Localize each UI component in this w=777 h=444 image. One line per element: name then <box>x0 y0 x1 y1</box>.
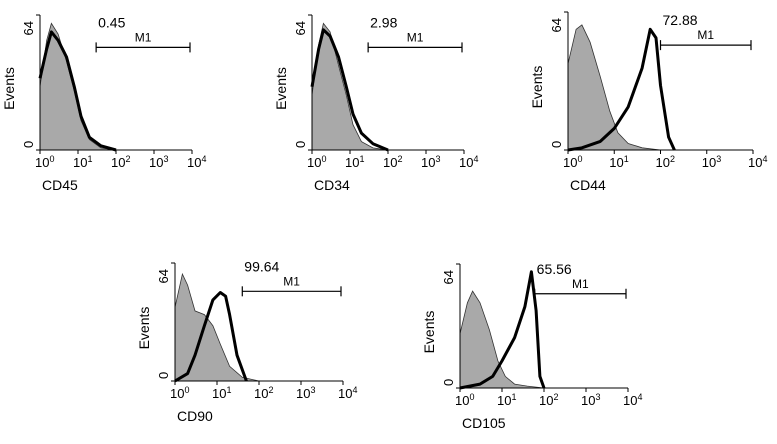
x-tick-label: 103 <box>581 392 600 408</box>
x-tick-label: 101 <box>609 154 628 170</box>
x-tick-label: 103 <box>421 154 440 170</box>
x-tick-exponent: 0 <box>321 154 326 164</box>
x-tick-exponent: 4 <box>201 154 206 164</box>
y-tick-label: 0 <box>156 372 171 379</box>
isotype-control-histogram <box>567 24 661 151</box>
positive-percent-label: 72.88 <box>663 12 698 28</box>
x-tick-label: 100 <box>35 154 54 170</box>
x-tick-label: 101 <box>497 392 516 408</box>
x-tick-exponent: 3 <box>716 154 721 164</box>
marker-histogram-outline <box>310 28 389 152</box>
marker-axis-label: CD34 <box>314 177 350 193</box>
x-tick-exponent: 2 <box>553 392 558 402</box>
x-tick-exponent: 4 <box>637 392 642 402</box>
x-tick-exponent: 4 <box>352 385 357 395</box>
y-tick-label: 0 <box>441 379 456 386</box>
x-tick-label: 100 <box>563 154 582 170</box>
x-tick-label: 100 <box>455 392 474 408</box>
y-axis-label: Events <box>529 66 545 109</box>
x-tick-label: 103 <box>296 385 315 401</box>
y-tick-label: 0 <box>549 141 564 148</box>
marker-histogram-outline <box>567 27 676 152</box>
x-tick-label: 101 <box>345 154 364 170</box>
x-tick-exponent: 0 <box>184 385 189 395</box>
marker-histogram-outline <box>459 270 546 390</box>
x-tick-exponent: 4 <box>473 154 478 164</box>
y-tick-label: 64 <box>156 269 171 283</box>
x-tick-exponent: 2 <box>397 154 402 164</box>
x-tick-label: 104 <box>748 154 767 170</box>
marker-axis-label: CD44 <box>570 177 606 193</box>
x-tick-label: 102 <box>111 154 130 170</box>
marker-histogram-outline <box>38 30 117 152</box>
x-tick-exponent: 2 <box>268 385 273 395</box>
x-tick-label: 101 <box>73 154 92 170</box>
x-tick-label: 103 <box>149 154 168 170</box>
x-tick-label: 101 <box>212 385 231 401</box>
isotype-control-histogram <box>39 22 117 151</box>
gate-m1-label: M1 <box>135 30 152 44</box>
x-tick-label: 102 <box>254 385 273 401</box>
y-tick-label: 64 <box>549 18 564 32</box>
positive-percent-label: 99.64 <box>244 258 279 274</box>
isotype-control-histogram <box>459 290 545 389</box>
x-tick-exponent: 2 <box>125 154 130 164</box>
x-tick-exponent: 1 <box>359 154 364 164</box>
y-tick-label: 64 <box>441 270 456 284</box>
x-tick-exponent: 1 <box>511 392 516 402</box>
y-tick-label: 0 <box>21 141 36 148</box>
isotype-control-histogram <box>311 22 389 151</box>
x-tick-exponent: 1 <box>87 154 92 164</box>
x-tick-exponent: 3 <box>310 385 315 395</box>
x-tick-label: 102 <box>656 154 675 170</box>
x-tick-label: 104 <box>187 154 206 170</box>
gate-m1-label: M1 <box>283 274 300 288</box>
x-tick-exponent: 3 <box>435 154 440 164</box>
y-tick-label: 64 <box>21 21 36 35</box>
marker-axis-label: CD45 <box>42 177 78 193</box>
x-tick-label: 104 <box>338 385 357 401</box>
x-tick-exponent: 0 <box>469 392 474 402</box>
x-tick-exponent: 2 <box>670 154 675 164</box>
x-tick-label: 102 <box>383 154 402 170</box>
y-axis-label: Events <box>136 307 152 350</box>
positive-percent-label: 2.98 <box>370 14 397 30</box>
x-tick-exponent: 3 <box>163 154 168 164</box>
x-tick-exponent: 1 <box>624 154 629 164</box>
gate-m1-label: M1 <box>572 277 589 291</box>
x-tick-label: 103 <box>702 154 721 170</box>
x-tick-label: 100 <box>307 154 326 170</box>
marker-axis-label: CD90 <box>177 408 213 424</box>
marker-histogram-outline <box>174 291 248 383</box>
y-axis-label: Events <box>1 67 17 110</box>
y-axis-label: Events <box>273 67 289 110</box>
gate-m1-label: M1 <box>697 28 714 42</box>
positive-percent-label: 65.56 <box>537 261 572 277</box>
x-tick-exponent: 0 <box>49 154 54 164</box>
isotype-control-histogram <box>174 272 260 382</box>
x-tick-exponent: 4 <box>762 154 767 164</box>
x-tick-exponent: 0 <box>577 154 582 164</box>
y-axis-label: Events <box>421 311 437 354</box>
x-tick-label: 104 <box>459 154 478 170</box>
marker-axis-label: CD105 <box>462 415 506 431</box>
x-tick-label: 100 <box>170 385 189 401</box>
x-tick-exponent: 1 <box>226 385 231 395</box>
x-tick-label: 104 <box>623 392 642 408</box>
positive-percent-label: 0.45 <box>98 14 125 30</box>
gate-m1-label: M1 <box>407 30 424 44</box>
y-tick-label: 64 <box>293 21 308 35</box>
y-tick-label: 0 <box>293 141 308 148</box>
x-tick-exponent: 3 <box>595 392 600 402</box>
x-tick-label: 102 <box>539 392 558 408</box>
